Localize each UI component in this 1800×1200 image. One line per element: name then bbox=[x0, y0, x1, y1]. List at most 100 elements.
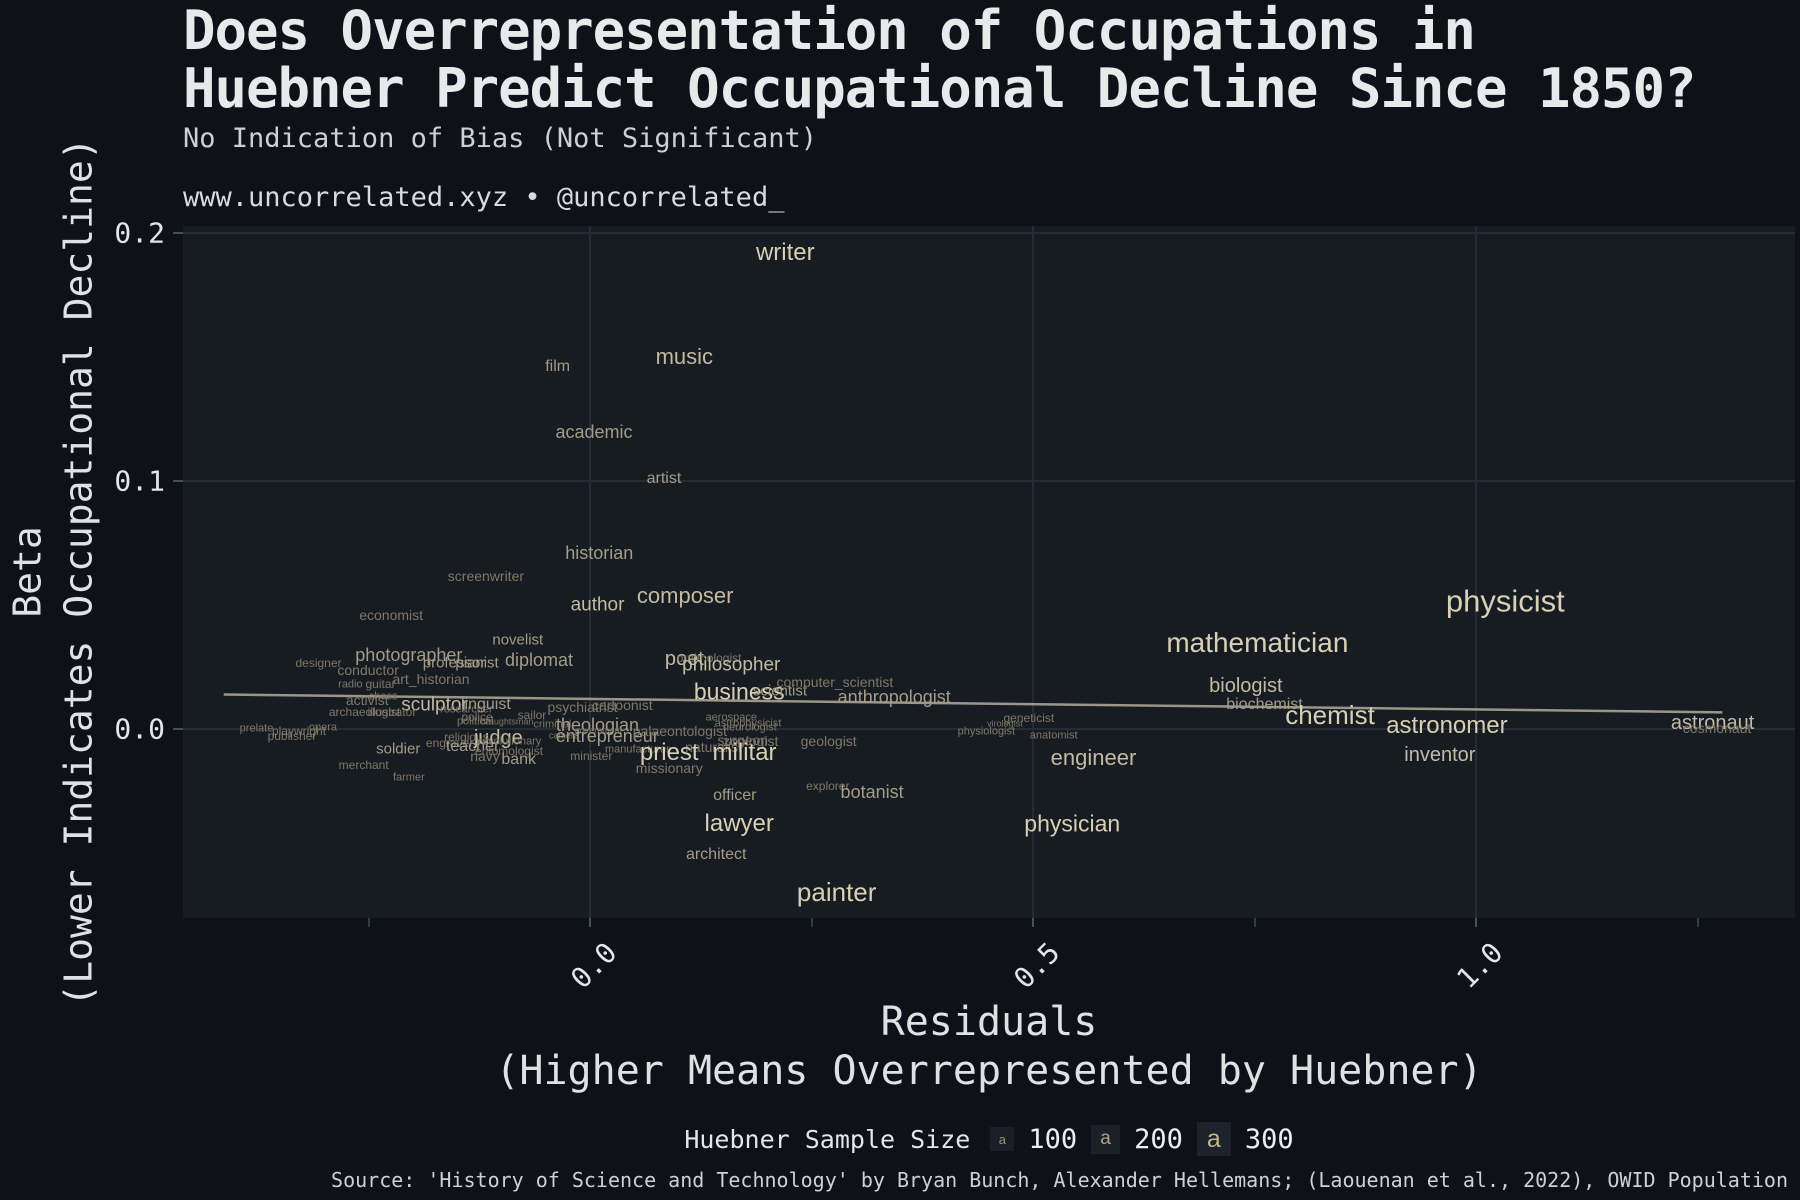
scatter-label-linguist: linguist bbox=[461, 695, 511, 713]
scatter-label-activist: activist bbox=[345, 692, 389, 709]
scatter-label-guitar: guitar bbox=[365, 676, 396, 691]
scatter-label-screenwriter: screenwriter bbox=[447, 567, 525, 584]
y-tick-label: 0.2 bbox=[114, 216, 165, 250]
scatter-label-composer: composer bbox=[636, 582, 734, 608]
scatter-label-camera: camera bbox=[548, 730, 579, 741]
scatter-label-inventor: inventor bbox=[1404, 743, 1476, 766]
scatter-label-entrepreneur: entrepreneur bbox=[555, 726, 659, 747]
scatter-label-academic: academic bbox=[555, 421, 633, 442]
scatter-label-economist: economist bbox=[359, 607, 424, 624]
scatter-label-writer: writer bbox=[755, 239, 815, 267]
scatter-label-radio: radio bbox=[338, 678, 363, 691]
scatter-label-anatomist: anatomist bbox=[1029, 729, 1078, 742]
scatter-label-anthropologist: anthropologist bbox=[837, 687, 951, 708]
scatter-label-engraver: engraver bbox=[425, 736, 474, 751]
scatter-label-physician: physician bbox=[1024, 810, 1121, 837]
scatter-label-sailor: sailor bbox=[517, 707, 547, 722]
x-minor-tick-mark bbox=[1253, 918, 1256, 927]
scatter-label-teacher: teacher bbox=[445, 737, 500, 755]
scatter-label-physicist: physicist bbox=[1445, 583, 1565, 619]
gridline-x bbox=[1032, 226, 1035, 918]
scatter-label-diplomat: diplomat bbox=[505, 650, 574, 671]
legend-title: Huebner Sample Size bbox=[684, 1124, 971, 1154]
scatter-label-criminal: criminal bbox=[533, 718, 572, 731]
scatter-label-theologian: theologian bbox=[555, 714, 640, 735]
x-minor-tick-mark bbox=[810, 918, 813, 927]
y-tick-mark bbox=[173, 232, 183, 235]
scatter-label-biologist: biologist bbox=[1209, 674, 1283, 697]
scatter-label-botanist: botanist bbox=[840, 781, 904, 802]
scatter-label-illustrator: illustrator bbox=[367, 705, 417, 720]
scatter-label-political: political bbox=[456, 715, 494, 728]
y-axis-title: Beta (Lower Indicates Occupational Decli… bbox=[3, 137, 106, 1006]
scatter-label-soldier: soldier bbox=[376, 740, 421, 758]
x-minor-tick-mark bbox=[1696, 918, 1699, 927]
plot-area: writer music film academic artist historian sc… bbox=[183, 226, 1795, 918]
x-axis-title-line-2: (Higher Means Overrepresented by Huebner… bbox=[495, 1047, 1483, 1094]
x-minor-tick-mark bbox=[368, 918, 370, 927]
x-tick-mark bbox=[589, 918, 592, 927]
scatter-label-biochemist: biochemist bbox=[1226, 696, 1303, 714]
y-tick-mark bbox=[173, 728, 183, 731]
legend: Huebner Sample Size a 100 a 200 a 300 bbox=[183, 1122, 1795, 1156]
scatter-label-professor: professor bbox=[422, 654, 486, 672]
scatter-label-chess: chess bbox=[368, 690, 398, 702]
title-line-1: Does Overrepresentation of Occupations i… bbox=[183, 0, 1476, 62]
y-axis-title-line-2: (Lower Indicates Occupational Decline) bbox=[57, 137, 101, 1007]
chart-subtitle: No Indication of Bias (Not Significant) bbox=[183, 123, 817, 154]
scatter-label-music: music bbox=[655, 344, 714, 370]
scatter-label-physiologist: physiologist bbox=[957, 725, 1016, 738]
scatter-label-ornithologist: ornithologist bbox=[676, 650, 742, 665]
scatter-label-pianist: pianist bbox=[455, 654, 499, 672]
legend-marker-icon: a bbox=[1206, 1124, 1221, 1153]
scatter-label-scientist: scientist bbox=[752, 682, 808, 700]
y-tick-mark bbox=[173, 480, 183, 483]
scatter-label-mathematician: mathematician bbox=[1166, 626, 1349, 658]
legend-key-100: a bbox=[990, 1127, 1015, 1151]
scatter-label-bank: bank bbox=[501, 750, 537, 768]
scatter-label-manufacturer: manufacturer bbox=[604, 743, 670, 756]
scatter-label-business: business bbox=[693, 678, 785, 705]
scatter-label-aerospace: aerospace bbox=[705, 711, 757, 724]
x-tick-label: 0.5 bbox=[1007, 936, 1067, 996]
trend-line-layer bbox=[223, 693, 1723, 714]
scatter-label-draughtsman: draughtsman bbox=[480, 716, 534, 727]
scatter-label-architect: architect bbox=[685, 845, 747, 863]
scatter-label-cartoonist: cartoonist bbox=[591, 696, 653, 713]
scatter-label-sculptor: sculptor bbox=[401, 694, 468, 716]
scatter-label-geologist: geologist bbox=[800, 732, 857, 749]
scatter-label-priest: priest bbox=[639, 738, 699, 766]
scatter-label-artist: artist bbox=[646, 469, 682, 487]
scatter-label-farmer: farmer bbox=[392, 771, 425, 784]
scatter-label-entomologist: entomologist bbox=[474, 743, 543, 758]
scatter-label-poet: poet bbox=[664, 647, 704, 670]
x-tick-label: 0.0 bbox=[564, 936, 624, 996]
legend-value-100: 100 bbox=[1028, 1123, 1078, 1155]
scatter-label-conductor: conductor bbox=[337, 661, 399, 678]
scatter-label-geneticist: geneticist bbox=[1003, 711, 1055, 726]
scatter-label-astronaut: astronaut bbox=[1670, 711, 1755, 734]
legend-marker-icon: a bbox=[1100, 1128, 1111, 1149]
scatter-label-navy: navy bbox=[470, 747, 500, 764]
x-tick-mark bbox=[1475, 918, 1478, 927]
scatter-label-philosopher: philosopher bbox=[682, 654, 781, 676]
scatter-label-art_historian: art_historian bbox=[392, 670, 470, 687]
scatter-label-neurologist: neurologist bbox=[722, 721, 777, 734]
scatter-label-astrophysicist: astrophysicist bbox=[714, 717, 782, 730]
scatter-label-lawyer: lawyer bbox=[704, 809, 774, 837]
scatter-label-officer: officer bbox=[713, 787, 757, 805]
scatter-label-prelate: prelate bbox=[239, 722, 274, 734]
scatter-label-missionary: missionary bbox=[635, 760, 703, 777]
x-axis-title-line-1: Residuals bbox=[880, 999, 1098, 1045]
scatter-label-psychiatrist: psychiatrist bbox=[547, 699, 618, 716]
legend-value-300: 300 bbox=[1244, 1123, 1294, 1155]
scatter-label-engineer: engineer bbox=[1050, 744, 1137, 770]
scatter-label-photographer: photographer bbox=[355, 645, 463, 666]
source-note: Source: 'History of Science and Technolo… bbox=[331, 1168, 1788, 1192]
scatter-label-naturalist: naturalist bbox=[685, 738, 742, 755]
x-tick-label: 1.0 bbox=[1450, 936, 1510, 996]
scatter-label-police: police bbox=[461, 710, 493, 725]
scatter-label-astronomer: astronomer bbox=[1386, 712, 1508, 740]
y-tick-label: 0.0 bbox=[114, 712, 165, 746]
scatter-label-author: author bbox=[570, 594, 625, 616]
